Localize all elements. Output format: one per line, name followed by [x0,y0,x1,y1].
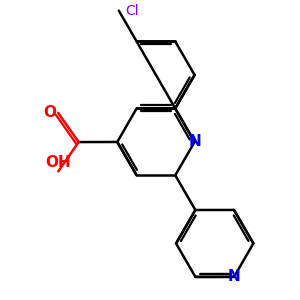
Text: Cl: Cl [125,4,139,18]
Text: N: N [228,269,240,284]
Text: N: N [188,134,201,149]
Text: O: O [44,105,57,120]
Text: OH: OH [45,155,71,170]
